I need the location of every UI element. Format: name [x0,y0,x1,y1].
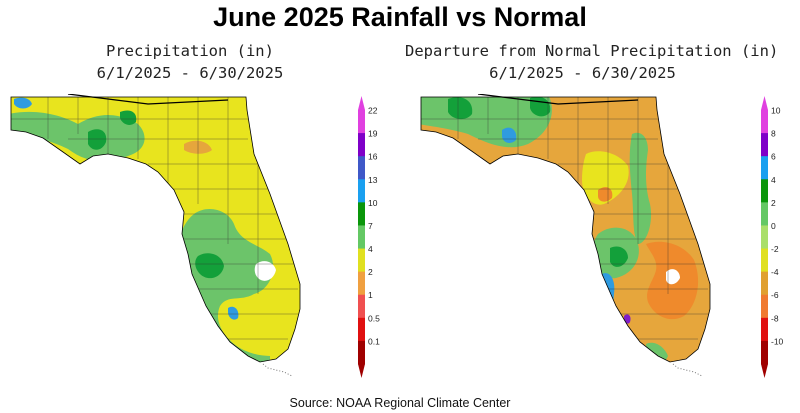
precip-scale-tick-label: 10 [368,198,378,208]
precip-scale-swatch [358,271,365,296]
page-title: June 2025 Rainfall vs Normal [213,2,587,32]
precip-scale-tick-label: 19 [368,129,378,139]
precip-scale-swatch [358,202,365,226]
keys-right [672,363,703,377]
left-panel-title: Precipitation (in) 6/1/2025 - 6/30/2025 [30,40,350,84]
left-panel-title-line1: Precipitation (in) [106,42,274,60]
departure-scale-swatch [761,340,768,365]
keys [262,363,293,377]
right-panel-title-line1: Departure from Normal Precipitation (in) [405,42,779,60]
precip-scale-swatch [358,340,365,365]
departure-scale-tick-label: 10 [771,106,781,116]
departure-scale-swatch [761,317,768,342]
precipitation-color-scale: 22 19 16 13 10 7 4 2 1 0.5 0.1 [358,96,380,378]
precip-scale-tick-label: 4 [368,244,373,254]
departure-scale-tick-label: 0 [771,221,776,231]
precip-scale-tick-label: 0.1 [368,336,380,346]
county-lines-right [421,97,708,340]
precip-scale-tick-label: 16 [368,152,378,162]
precip-scale-swatch [358,225,365,250]
state-border-right [477,94,639,105]
departure-scale-tick-label: 4 [771,175,776,185]
state-outline-right [420,96,711,363]
departure-scale-swatch [761,294,768,319]
departure-scale-tick-label: -10 [771,336,784,346]
state-border [67,94,229,105]
right-panel-date-range: 6/1/2025 - 6/30/2025 [489,64,676,82]
departure-color-scale: 10 8 6 4 2 0 -2 -4 -6 -8 -10 [761,96,784,378]
departure-scale-tick-label: -6 [771,290,779,300]
precip-scale-tick-label: 0.5 [368,313,380,323]
precip-scale-swatch [358,179,365,203]
precip-scale-swatch [358,110,365,134]
departure-scale-swatch [761,133,768,157]
precip-scale-swatch [358,156,365,180]
departure-scale-swatch [761,202,768,226]
precip-scale-swatch [358,294,365,319]
precip-scale-tick-label: 22 [368,106,378,116]
departure-scale-tick-label: 8 [771,129,776,139]
departure-scale-top-arrow [761,96,768,110]
departure-field [421,97,710,362]
left-panel-date-range: 6/1/2025 - 6/30/2025 [96,64,284,82]
departure-scale-tick-label: -4 [771,267,779,277]
source-credit: Source: NOAA Regional Climate Center [289,396,511,410]
state-outline [10,96,301,363]
precip-scale-bottom-arrow [358,364,365,378]
departure-scale-swatch [761,248,768,273]
precip-scale-tick-label: 7 [368,221,373,231]
precip-scale-tick-label: 13 [368,175,378,185]
precip-scale-swatch [358,248,365,273]
departure-map [420,94,711,377]
departure-scale-swatch [761,156,768,180]
departure-scale-bottom-arrow [761,364,768,378]
departure-scale-tick-label: -2 [771,244,779,254]
departure-scale-swatch [761,271,768,296]
right-panel-title: Departure from Normal Precipitation (in)… [405,40,779,84]
departure-scale-swatch [761,110,768,134]
precipitation-map [10,94,301,377]
county-lines [11,97,298,340]
precip-scale-tick-label: 2 [368,267,373,277]
departure-scale-tick-label: 6 [771,152,776,162]
precip-scale-swatch [358,133,365,157]
departure-scale-swatch [761,225,768,250]
precip-scale-top-arrow [358,96,365,110]
precip-scale-swatch [358,317,365,342]
departure-scale-tick-label: 2 [771,198,776,208]
departure-scale-swatch [761,179,768,203]
precipitation-field [11,97,300,362]
departure-scale-tick-label: -8 [771,313,779,323]
precip-scale-tick-label: 1 [368,290,373,300]
